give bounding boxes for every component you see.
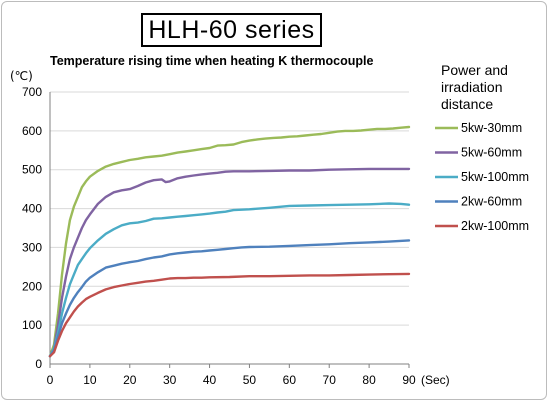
y-tick-label: 300 [22,240,42,254]
legend-title-line: Power and [441,62,508,78]
series-line-2kw-60mm [48,239,411,358]
x-tick-label: 10 [83,373,97,387]
y-tick-label: 0 [35,357,42,371]
y-tick-label: 200 [22,279,42,293]
series-line-5kw-100mm [48,202,411,358]
series-lines [48,125,411,358]
x-tick-label: 90 [402,373,416,387]
x-tick-label: 30 [163,373,177,387]
legend-label: 5kw-30mm [461,121,522,135]
y-tick-label: 100 [22,318,42,332]
series-line-5kw-60mm [48,167,411,358]
x-tick-label: 50 [243,373,257,387]
x-tick-label: 60 [283,373,297,387]
legend-label: 2kw-60mm [461,195,522,209]
x-tick-label: 0 [47,373,54,387]
y-axis-unit: (℃) [10,69,33,83]
x-tick-label: 40 [203,373,217,387]
x-axis-unit: (Sec) [421,373,450,387]
chart-subtitle: Temperature rising time when heating K t… [50,54,373,68]
series-line-2kw-100mm [48,272,411,358]
legend-title-line: distance [441,96,493,112]
y-tick-label: 500 [22,163,42,177]
legend-label: 5kw-100mm [461,170,529,184]
legend-title-line: irradiation [441,79,502,95]
legend-label: 2kw-100mm [461,219,529,233]
series-line-5kw-30mm [48,125,411,358]
series-title: HLH-60 series [141,13,322,47]
x-tick-label: 70 [323,373,337,387]
y-tick-label: 400 [22,202,42,216]
axes: 0 100 200 300 400 500 600 700 0 10 20 30 40 50 60 70 80 9… [22,85,416,387]
x-tick-label: 80 [362,373,376,387]
y-tick-label: 600 [22,124,42,138]
y-tick-label: 700 [22,85,42,99]
legend-label: 5kw-60mm [461,146,522,160]
x-tick-label: 20 [123,373,137,387]
